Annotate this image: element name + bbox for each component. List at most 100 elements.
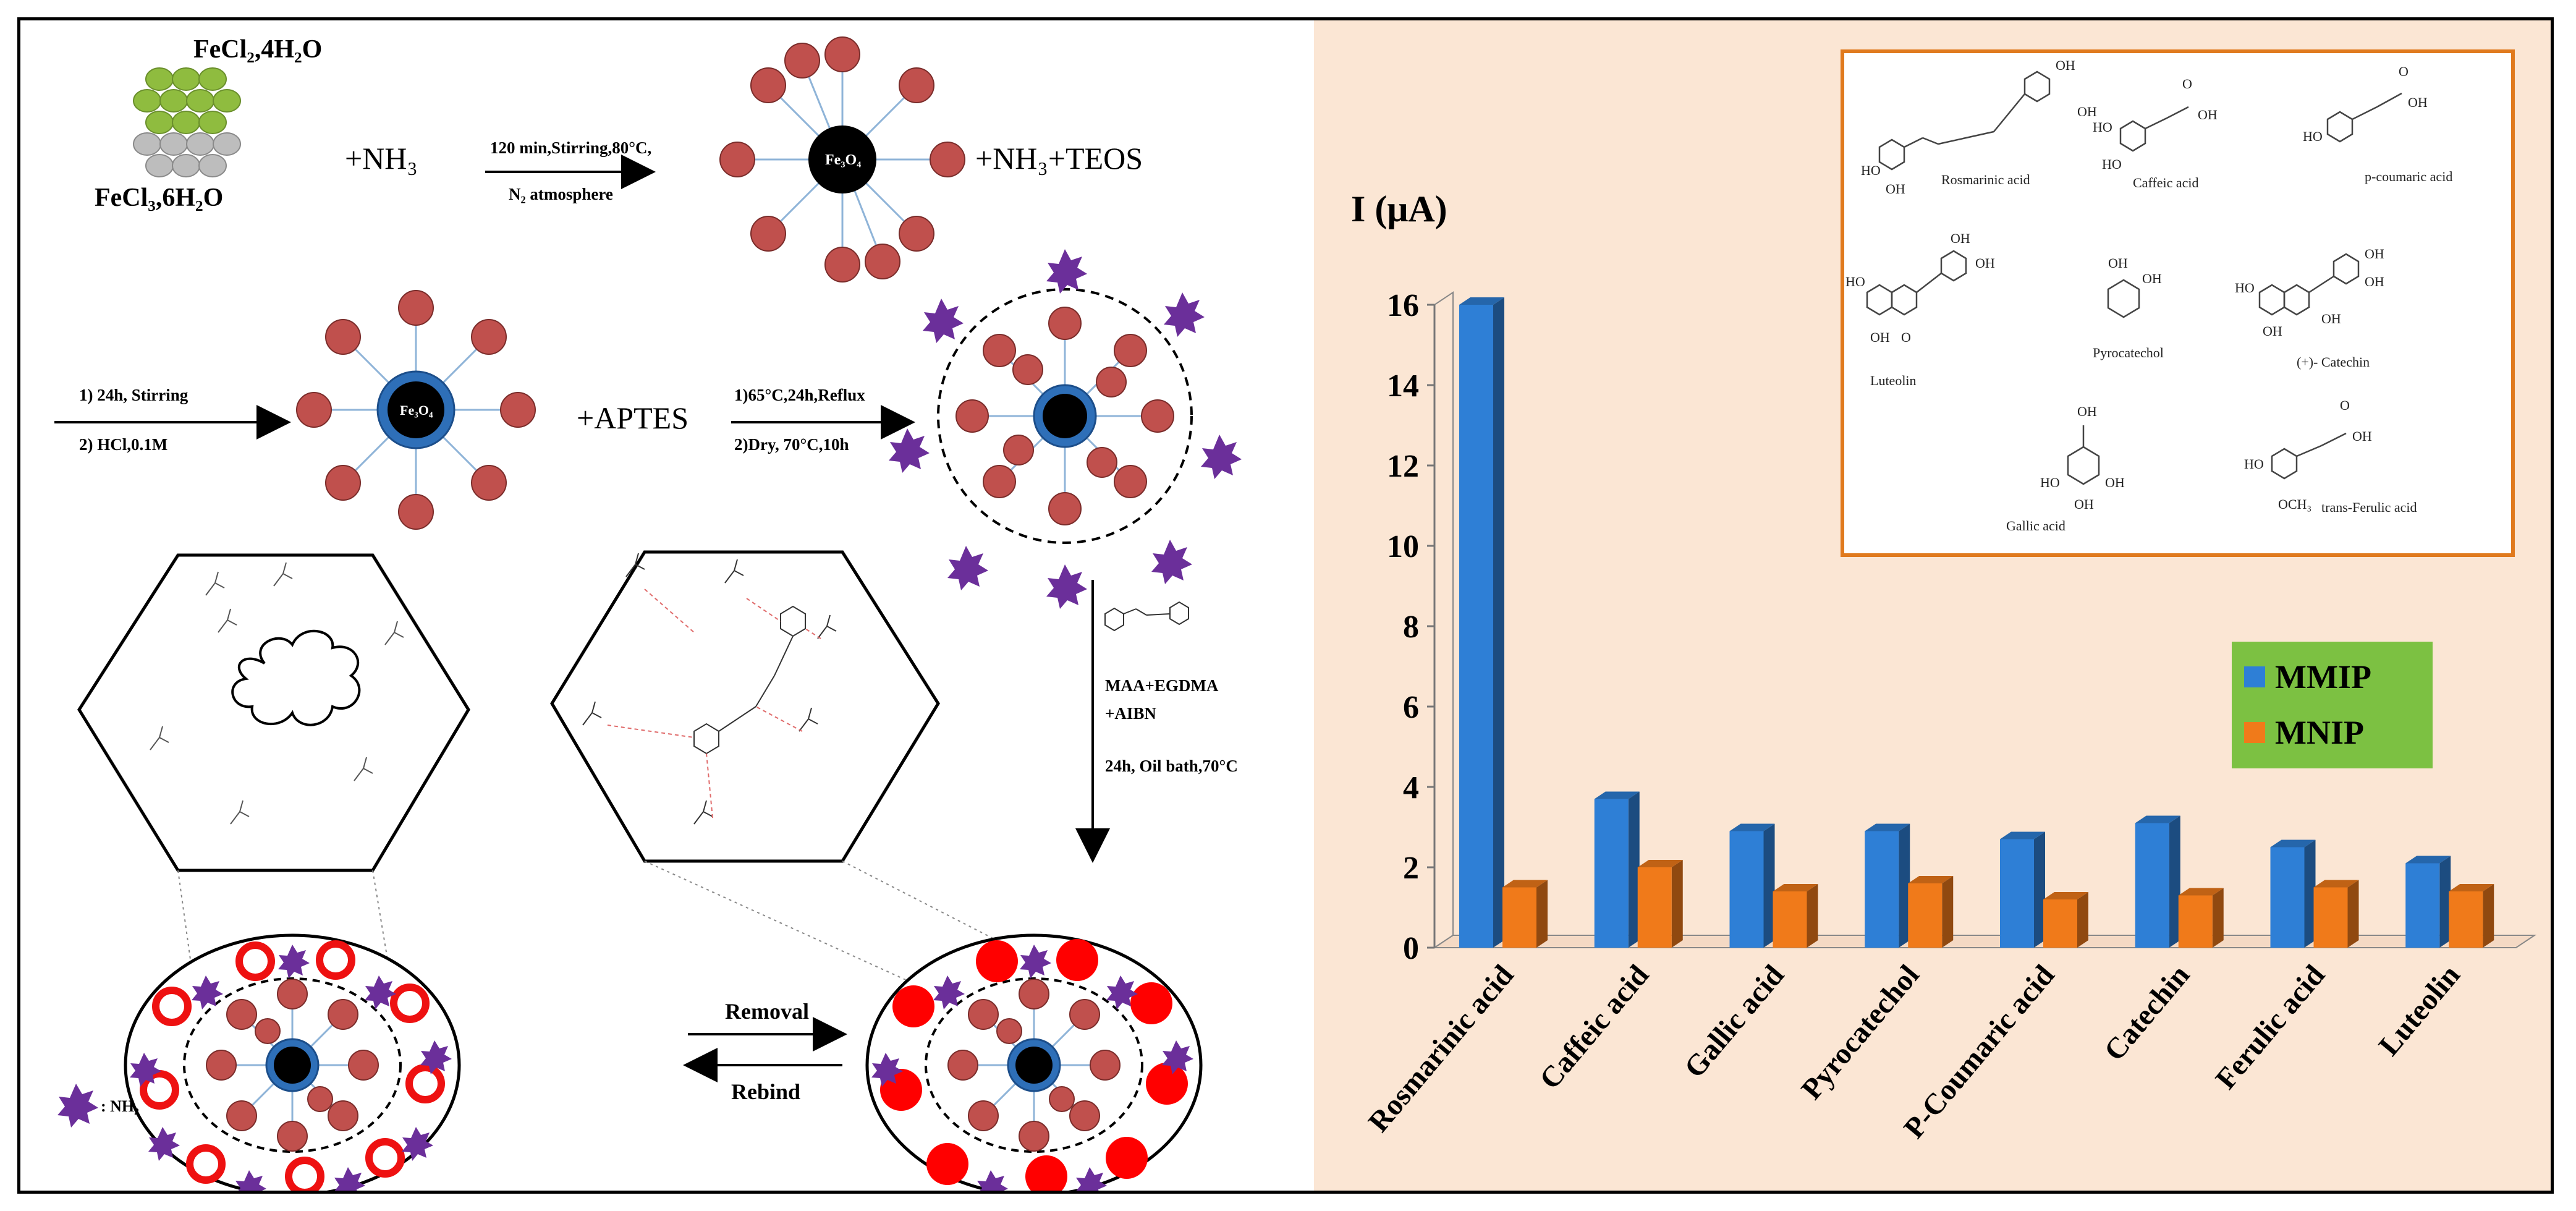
bar-top-mnip <box>1908 876 1954 883</box>
bar-top-mmip <box>1729 823 1775 831</box>
y-tick-label: 6 <box>1403 690 1419 725</box>
struct-ferulic: trans-Ferulic acid <box>2321 499 2417 515</box>
bar-mmip <box>2135 823 2169 948</box>
mmip-after-removal <box>124 933 461 1204</box>
struct-o: O <box>1901 329 1911 345</box>
chart-bars <box>1459 297 2494 948</box>
legend-swatch-mmip <box>2244 666 2265 687</box>
bar-top-mmip <box>2270 839 2316 848</box>
bar-mnip <box>2178 895 2213 948</box>
synthesis-scheme: FeCl₂,4H₂O FeCl₃,6H₂O +NH₃ 120 min,Stirr… <box>54 35 1242 1204</box>
struct-ho: HO <box>2244 456 2264 472</box>
mmip-with-template <box>865 933 1203 1204</box>
chart-legend: MMIP MNIP <box>2232 642 2433 768</box>
struct-caffeic: Caffeic acid <box>2133 175 2198 190</box>
bar-top-mmip <box>2000 831 2045 839</box>
struct-ho: HO <box>2040 475 2060 490</box>
y-tick-label: 16 <box>1387 288 1419 323</box>
struct-oh: OH <box>2198 107 2218 122</box>
x-tick-label: Luteolin <box>2373 959 2467 1062</box>
step3-line1: 1)65°C,24h,Reflux <box>734 386 865 404</box>
iron-salt-cluster: FeCl₂,4H₂O FeCl₃,6H₂O <box>95 35 322 212</box>
core-label: Fe₃O₄ <box>825 152 861 168</box>
bar-side-mmip <box>2169 815 2180 948</box>
reagent-fecl2: FeCl₂,4H₂O <box>193 35 322 64</box>
y-tick-label: 2 <box>1403 851 1419 886</box>
bar-top-mnip <box>1773 884 1818 891</box>
bar-side-mmip <box>2439 856 2451 948</box>
struct-oh: OH <box>2263 323 2282 339</box>
bar-mmip <box>2405 863 2440 948</box>
struct-oh: OH <box>2108 255 2128 271</box>
bar-side-mmip <box>1763 823 1775 948</box>
y-tick-label: 0 <box>1403 931 1419 966</box>
bar-top-mnip <box>2449 884 2494 891</box>
synthesis-scheme-panel: FeCl₂,4H₂O FeCl₃,6H₂O +NH₃ 120 min,Stirr… <box>20 20 1314 1204</box>
fe3o4-sio2-particle: Fe₃O₄ <box>296 290 536 530</box>
bar-mmip <box>1459 305 1493 948</box>
legend-swatch-mnip <box>2244 722 2265 743</box>
bar-side-mnip <box>2483 884 2494 948</box>
legend-label-mmip: MMIP <box>2275 658 2371 695</box>
struct-oh: OH <box>2077 404 2097 419</box>
nh2-star-icon <box>57 1084 98 1128</box>
bar-top-mnip <box>2178 888 2224 896</box>
bar-top-mmip <box>2135 815 2180 823</box>
bar-side-mnip <box>1942 876 1954 948</box>
struct-gallic: Gallic acid <box>2006 518 2065 533</box>
bar-top-mnip <box>1502 880 1548 888</box>
step2-line2: 2) HCl,0.1M <box>79 435 167 454</box>
bar-top-mmip <box>1459 297 1504 305</box>
bar-mnip <box>2043 899 2077 948</box>
struct-oh: OH <box>2074 496 2094 512</box>
bar-side-mmip <box>2304 839 2316 948</box>
y-axis-label: I (μA) <box>1351 189 1447 229</box>
chart-side-wall <box>1434 291 1454 949</box>
step4-line3: 24h, Oil bath,70°C <box>1105 757 1238 775</box>
bar-top-mnip <box>1637 860 1683 867</box>
bar-side-mnip <box>1536 880 1548 948</box>
x-tick-label: Caffeic acid <box>1533 959 1656 1095</box>
cavity-template-hexagon <box>550 550 940 863</box>
bar-mnip <box>1908 883 1943 948</box>
struct-oh: OH <box>2365 246 2384 261</box>
removal-label: Removal <box>725 999 809 1024</box>
bar-mmip <box>2270 847 2305 948</box>
struct-och3: OCH₃ <box>2278 496 2311 512</box>
bar-side-mmip <box>2034 831 2045 948</box>
struct-ho: HO <box>2303 129 2323 144</box>
chart-panel: I (μA) <box>1314 20 2551 1191</box>
plus-nh3: +NH₃ <box>345 141 418 176</box>
fe3o4-oh-particle: Fe₃O₄ <box>719 36 965 283</box>
struct-p-coumaric: p-coumaric acid <box>2365 169 2452 184</box>
nh2-legend-label: : NH₂ <box>101 1097 139 1115</box>
x-tick-label: Rosmarinic acid <box>1362 959 1520 1139</box>
bar-mmip <box>1865 831 1899 948</box>
step4-line1: MAA+EGDMA <box>1105 676 1219 695</box>
y-tick-label: 10 <box>1387 529 1419 564</box>
y-tick-label: 4 <box>1403 770 1419 805</box>
bar-top-mmip <box>1865 823 1910 831</box>
struct-luteolin: Luteolin <box>1870 373 1917 388</box>
bar-side-mnip <box>2077 892 2088 948</box>
bar-mnip <box>2313 887 2348 948</box>
bar-side-mnip <box>1671 860 1683 948</box>
struct-oh: OH <box>2142 271 2162 286</box>
bar-mmip <box>2000 839 2034 948</box>
struct-ho: HO <box>1845 274 1865 289</box>
bar-mnip <box>1773 891 1807 948</box>
nh2-legend: : NH₂ <box>57 1084 139 1128</box>
selectivity-bar-chart: I (μA) <box>1351 49 2537 1145</box>
struct-oh: OH <box>2077 104 2097 119</box>
bar-mmip <box>1729 831 1764 948</box>
x-tick-label: Pyrocatechol <box>1795 959 1925 1106</box>
chart-x-labels: Rosmarinic acid Caffeic acid Gallic acid Py… <box>1362 959 2467 1145</box>
struct-oh: OH <box>2365 274 2384 289</box>
struct-oh: OH <box>2352 428 2372 444</box>
core-label: Fe₃O₄ <box>400 402 433 418</box>
struct-oh: OH <box>2408 95 2428 110</box>
plus-aptes: +APTES <box>577 401 688 435</box>
x-tick-label: Ferulic acid <box>2210 959 2332 1095</box>
struct-o: O <box>2340 397 2350 413</box>
step1-conditions: 120 min,Stirring,80°C, <box>490 138 651 157</box>
